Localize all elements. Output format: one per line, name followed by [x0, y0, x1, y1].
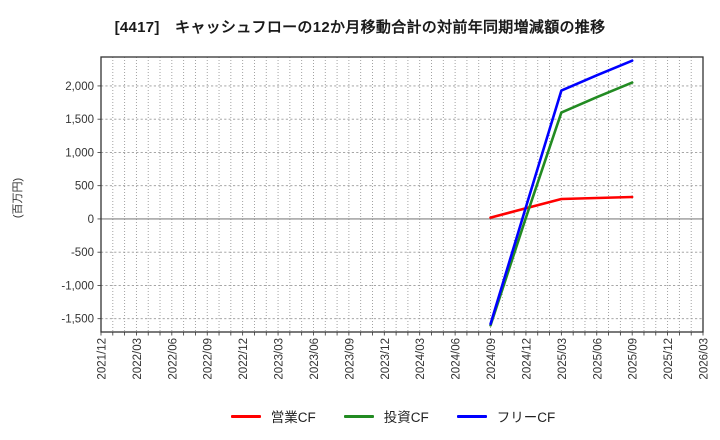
- y-tick-label: -1,500: [61, 314, 94, 326]
- x-tick-label: 2022/06: [167, 338, 179, 380]
- x-tick-label: 2023/09: [344, 338, 356, 380]
- x-tick-label: 2024/12: [521, 338, 533, 380]
- series-line-投資CF: [489, 81, 634, 327]
- legend-line-investing-cf-icon: [343, 414, 374, 418]
- legend-label-free-cf: フリーCF: [496, 410, 556, 425]
- series-line-営業CF: [489, 195, 634, 219]
- x-tick-label: 2023/12: [380, 338, 392, 380]
- legend-item-investing-cf: 投資CF: [343, 406, 429, 426]
- plot-border: [100, 56, 704, 333]
- legend-label-investing-cf: 投資CF: [383, 410, 429, 425]
- y-tick-label: 0: [88, 214, 94, 226]
- legend-item-free-cf: フリーCF: [456, 406, 556, 426]
- x-tick-label: 2022/12: [238, 338, 250, 380]
- x-tick-label: 2024/06: [451, 338, 463, 380]
- y-tick-label: 2,000: [65, 81, 94, 93]
- legend: 営業CF 投資CF フリーCF: [0, 406, 720, 426]
- y-tick-label: -500: [71, 247, 94, 259]
- x-tick-label: 2025/06: [592, 338, 604, 380]
- legend-label-operating-cf: 営業CF: [270, 410, 316, 425]
- y-tick-label: 500: [75, 181, 94, 193]
- x-tick-label: 2024/09: [486, 338, 498, 380]
- chart-title: [4417] キャッシュフローの12か月移動合計の対前年同期増減額の推移: [114, 19, 606, 36]
- x-tick-label: 2024/03: [415, 338, 427, 380]
- x-tick-label: 2021/12: [97, 338, 109, 380]
- x-tick-label: 2023/06: [309, 338, 321, 380]
- y-tick-label: -1,000: [61, 280, 94, 292]
- series-line-フリーCF: [489, 59, 634, 326]
- x-tick-label: 2025/09: [628, 338, 640, 380]
- legend-line-operating-cf-icon: [230, 414, 261, 418]
- x-tick-label: 2022/03: [132, 338, 144, 380]
- x-tick-label: 2022/09: [203, 338, 215, 380]
- legend-line-free-cf-icon: [456, 414, 487, 418]
- x-tick-label: 2023/03: [274, 338, 286, 380]
- y-tick-label: 1,500: [65, 114, 94, 126]
- x-tick-label: 2025/12: [663, 338, 675, 380]
- x-tick-label: 2025/03: [557, 338, 569, 380]
- y-tick-label: 1,000: [65, 147, 94, 159]
- x-tick-label: 2026/03: [699, 338, 711, 380]
- legend-item-operating-cf: 営業CF: [230, 406, 316, 426]
